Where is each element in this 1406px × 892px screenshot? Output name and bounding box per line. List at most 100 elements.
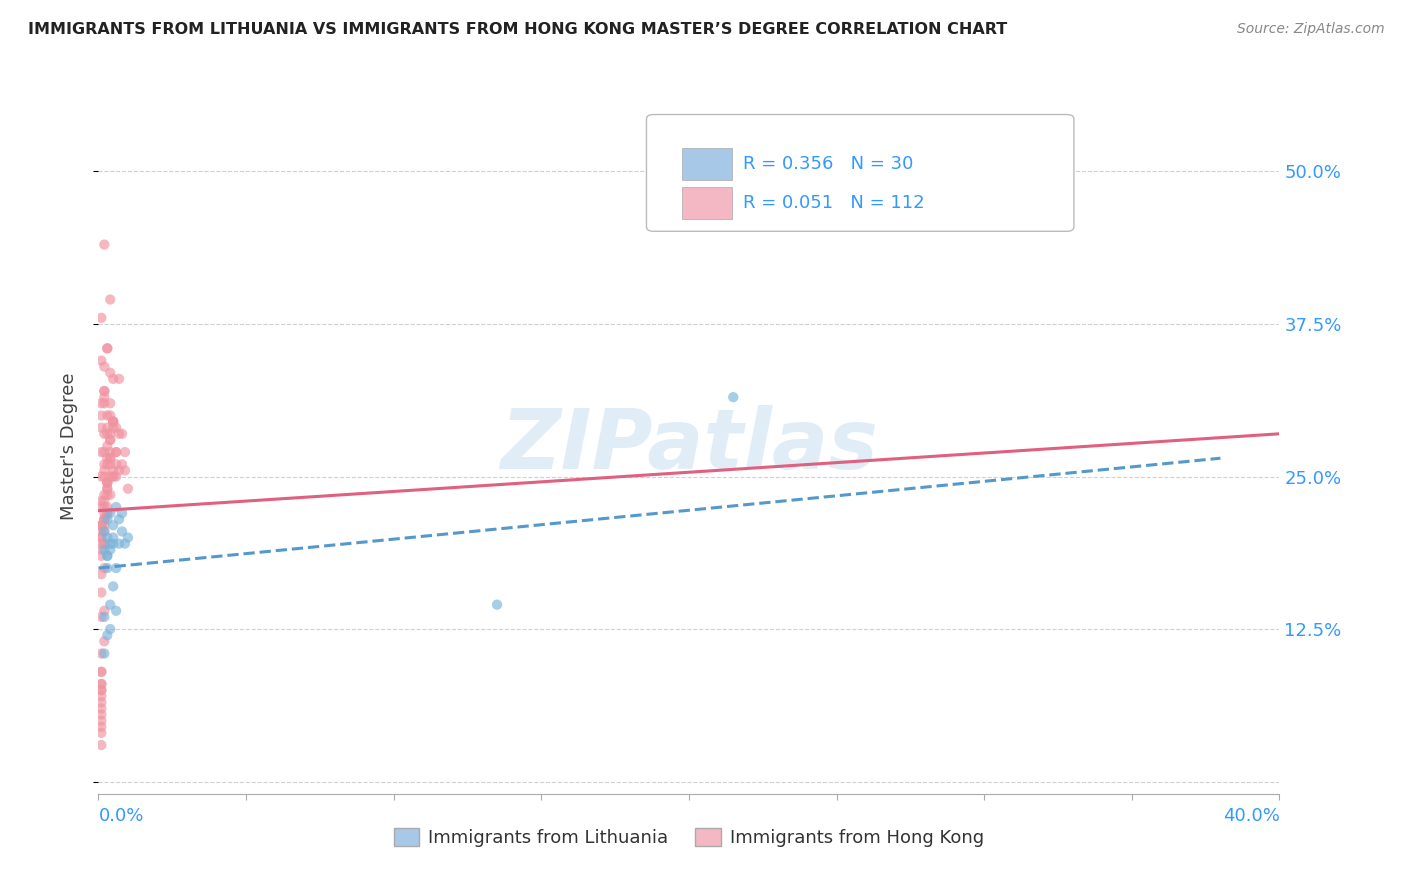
- Point: [96, 482, 118, 496]
- Point: [93, 634, 115, 648]
- Point: [103, 372, 125, 386]
- Point: [98, 433, 121, 447]
- Point: [90, 518, 112, 533]
- Point: [105, 561, 128, 575]
- Point: [93, 384, 115, 398]
- Point: [93, 390, 115, 404]
- Point: [96, 482, 118, 496]
- Point: [111, 458, 134, 472]
- Point: [93, 463, 115, 477]
- Point: [96, 439, 118, 453]
- Point: [93, 604, 115, 618]
- Point: [105, 420, 128, 434]
- Point: [93, 647, 115, 661]
- Point: [93, 536, 115, 550]
- Point: [90, 738, 112, 752]
- Point: [90, 665, 112, 679]
- Point: [93, 512, 115, 526]
- Point: [90, 420, 112, 434]
- Point: [98, 542, 121, 557]
- Point: [96, 628, 118, 642]
- Point: [96, 342, 118, 356]
- Point: [98, 396, 121, 410]
- Point: [96, 458, 118, 472]
- Point: [90, 701, 112, 715]
- Point: [98, 445, 121, 459]
- Point: [114, 536, 136, 550]
- Point: [90, 500, 112, 514]
- Point: [98, 433, 121, 447]
- Point: [90, 726, 112, 740]
- Text: Source: ZipAtlas.com: Source: ZipAtlas.com: [1237, 22, 1385, 37]
- Point: [93, 524, 115, 539]
- Point: [96, 531, 118, 545]
- Point: [96, 506, 118, 520]
- Point: [114, 463, 136, 477]
- Point: [98, 426, 121, 441]
- Point: [90, 585, 112, 599]
- Point: [108, 512, 131, 526]
- Point: [93, 561, 115, 575]
- Point: [103, 469, 125, 483]
- Point: [98, 409, 121, 423]
- Point: [98, 506, 121, 520]
- Point: [90, 720, 112, 734]
- Point: [105, 458, 128, 472]
- Point: [93, 512, 115, 526]
- Point: [98, 622, 121, 636]
- Point: [93, 610, 115, 624]
- Point: [108, 426, 131, 441]
- Point: [117, 531, 139, 545]
- Point: [90, 683, 112, 698]
- Point: [96, 488, 118, 502]
- Point: [90, 714, 112, 728]
- Text: 0.0%: 0.0%: [98, 807, 143, 825]
- Point: [93, 488, 115, 502]
- Point: [108, 463, 131, 477]
- Point: [90, 677, 112, 691]
- Point: [90, 396, 112, 410]
- Point: [93, 500, 115, 514]
- Point: [105, 445, 128, 459]
- Point: [93, 506, 115, 520]
- Point: [98, 451, 121, 466]
- Point: [105, 604, 128, 618]
- Text: ZIPatlas: ZIPatlas: [501, 406, 877, 486]
- Point: [96, 342, 118, 356]
- Point: [93, 458, 115, 472]
- Point: [93, 396, 115, 410]
- Point: [96, 426, 118, 441]
- Text: 40.0%: 40.0%: [1223, 807, 1279, 825]
- Point: [486, 598, 509, 612]
- Point: [90, 567, 112, 582]
- Point: [108, 372, 131, 386]
- Point: [96, 506, 118, 520]
- Legend: Immigrants from Lithuania, Immigrants from Hong Kong: Immigrants from Lithuania, Immigrants fr…: [387, 822, 991, 855]
- Point: [90, 683, 112, 698]
- Y-axis label: Master's Degree: Master's Degree: [59, 372, 77, 520]
- Point: [90, 677, 112, 691]
- Point: [90, 665, 112, 679]
- Point: [103, 518, 125, 533]
- Point: [103, 536, 125, 550]
- Point: [96, 500, 118, 514]
- Point: [96, 420, 118, 434]
- Point: [98, 536, 121, 550]
- Point: [96, 475, 118, 490]
- Point: [98, 293, 121, 307]
- Point: [90, 469, 112, 483]
- Point: [96, 451, 118, 466]
- Point: [90, 353, 112, 368]
- Point: [90, 409, 112, 423]
- Point: [90, 518, 112, 533]
- Point: [723, 390, 745, 404]
- Point: [93, 426, 115, 441]
- Point: [93, 518, 115, 533]
- Point: [93, 542, 115, 557]
- Point: [90, 647, 112, 661]
- Point: [90, 531, 112, 545]
- Point: [90, 536, 112, 550]
- Point: [96, 549, 118, 563]
- Point: [90, 707, 112, 722]
- Point: [117, 482, 139, 496]
